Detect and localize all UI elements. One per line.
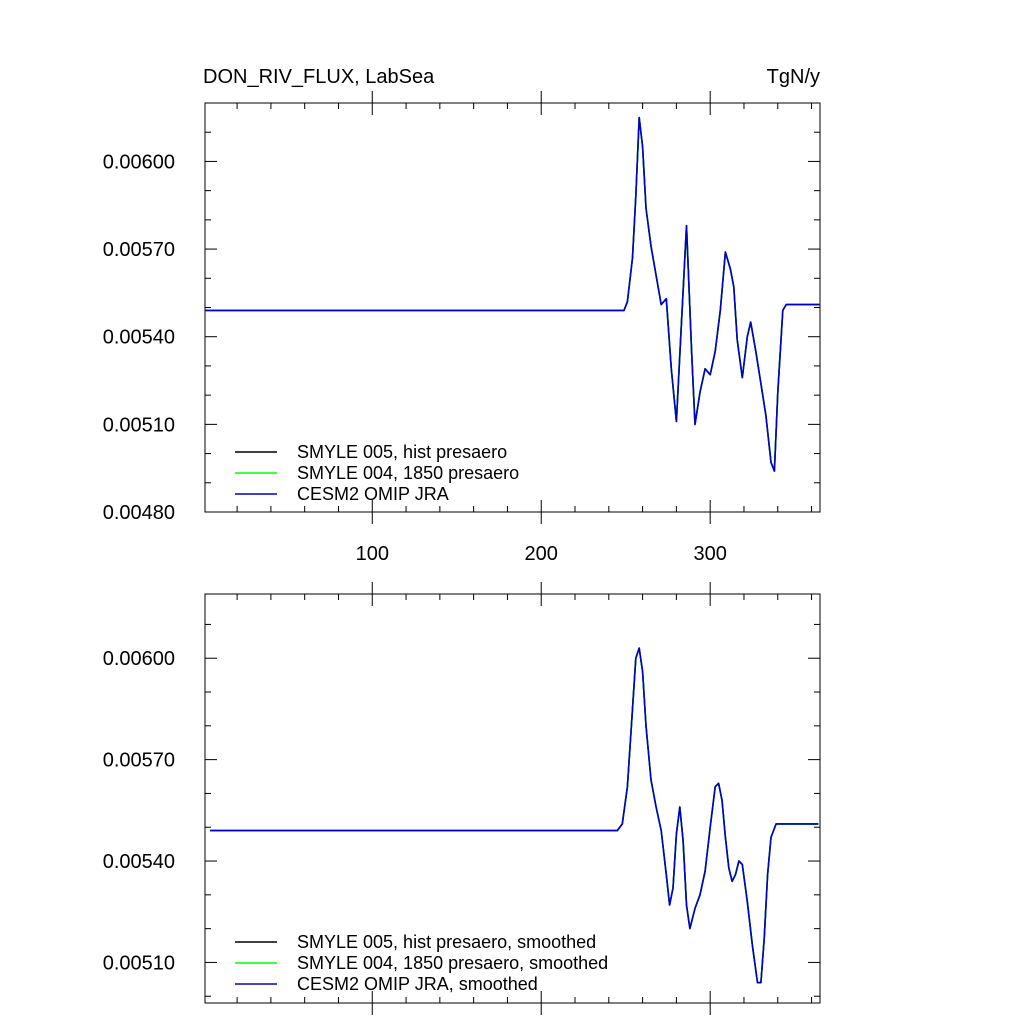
legend-label: SMYLE 005, hist presaero [297,442,507,462]
series-line-0 [205,116,820,472]
legend-label: CESM2 OMIP JRA [297,484,449,504]
chart-title: DON_RIV_FLUX, LabSea [203,66,435,88]
y-tick-label: 0.00510 [103,952,175,974]
x-tick-label: 200 [525,543,558,565]
x-tick-label: 300 [693,543,726,565]
x-tick-label: 100 [356,543,389,565]
y-tick-label: 0.00510 [103,414,175,436]
legend-label: SMYLE 004, 1850 presaero, smoothed [297,953,608,973]
top-panel: 0.00480 0.00510 0.00540 0.00570 0.00600 100 20… [103,66,821,565]
y-tick-label: 0.00540 [103,327,175,349]
legend-label: SMYLE 005, hist presaero, smoothed [297,932,596,952]
y-tick-label: 0.00570 [103,239,175,261]
y-tick-label: 0.00570 [103,750,175,772]
series-line-1 [205,116,820,472]
y-tick-label: 0.00600 [103,648,175,670]
legend-label: CESM2 OMIP JRA, smoothed [297,974,538,994]
bottom-panel: 0.00510 0.00540 0.00570 0.00600 SMYLE 005, h… [103,582,821,1015]
legend-label: SMYLE 004, 1850 presaero [297,463,519,483]
series-line-2 [210,647,819,984]
y-tick-label: 0.00480 [103,502,175,524]
y-tick-label: 0.00540 [103,851,175,873]
y-tick-label: 0.00600 [103,151,175,173]
plot-frame [204,593,821,1004]
units-label: TgN/y [767,66,820,88]
series-line-2 [205,116,820,472]
